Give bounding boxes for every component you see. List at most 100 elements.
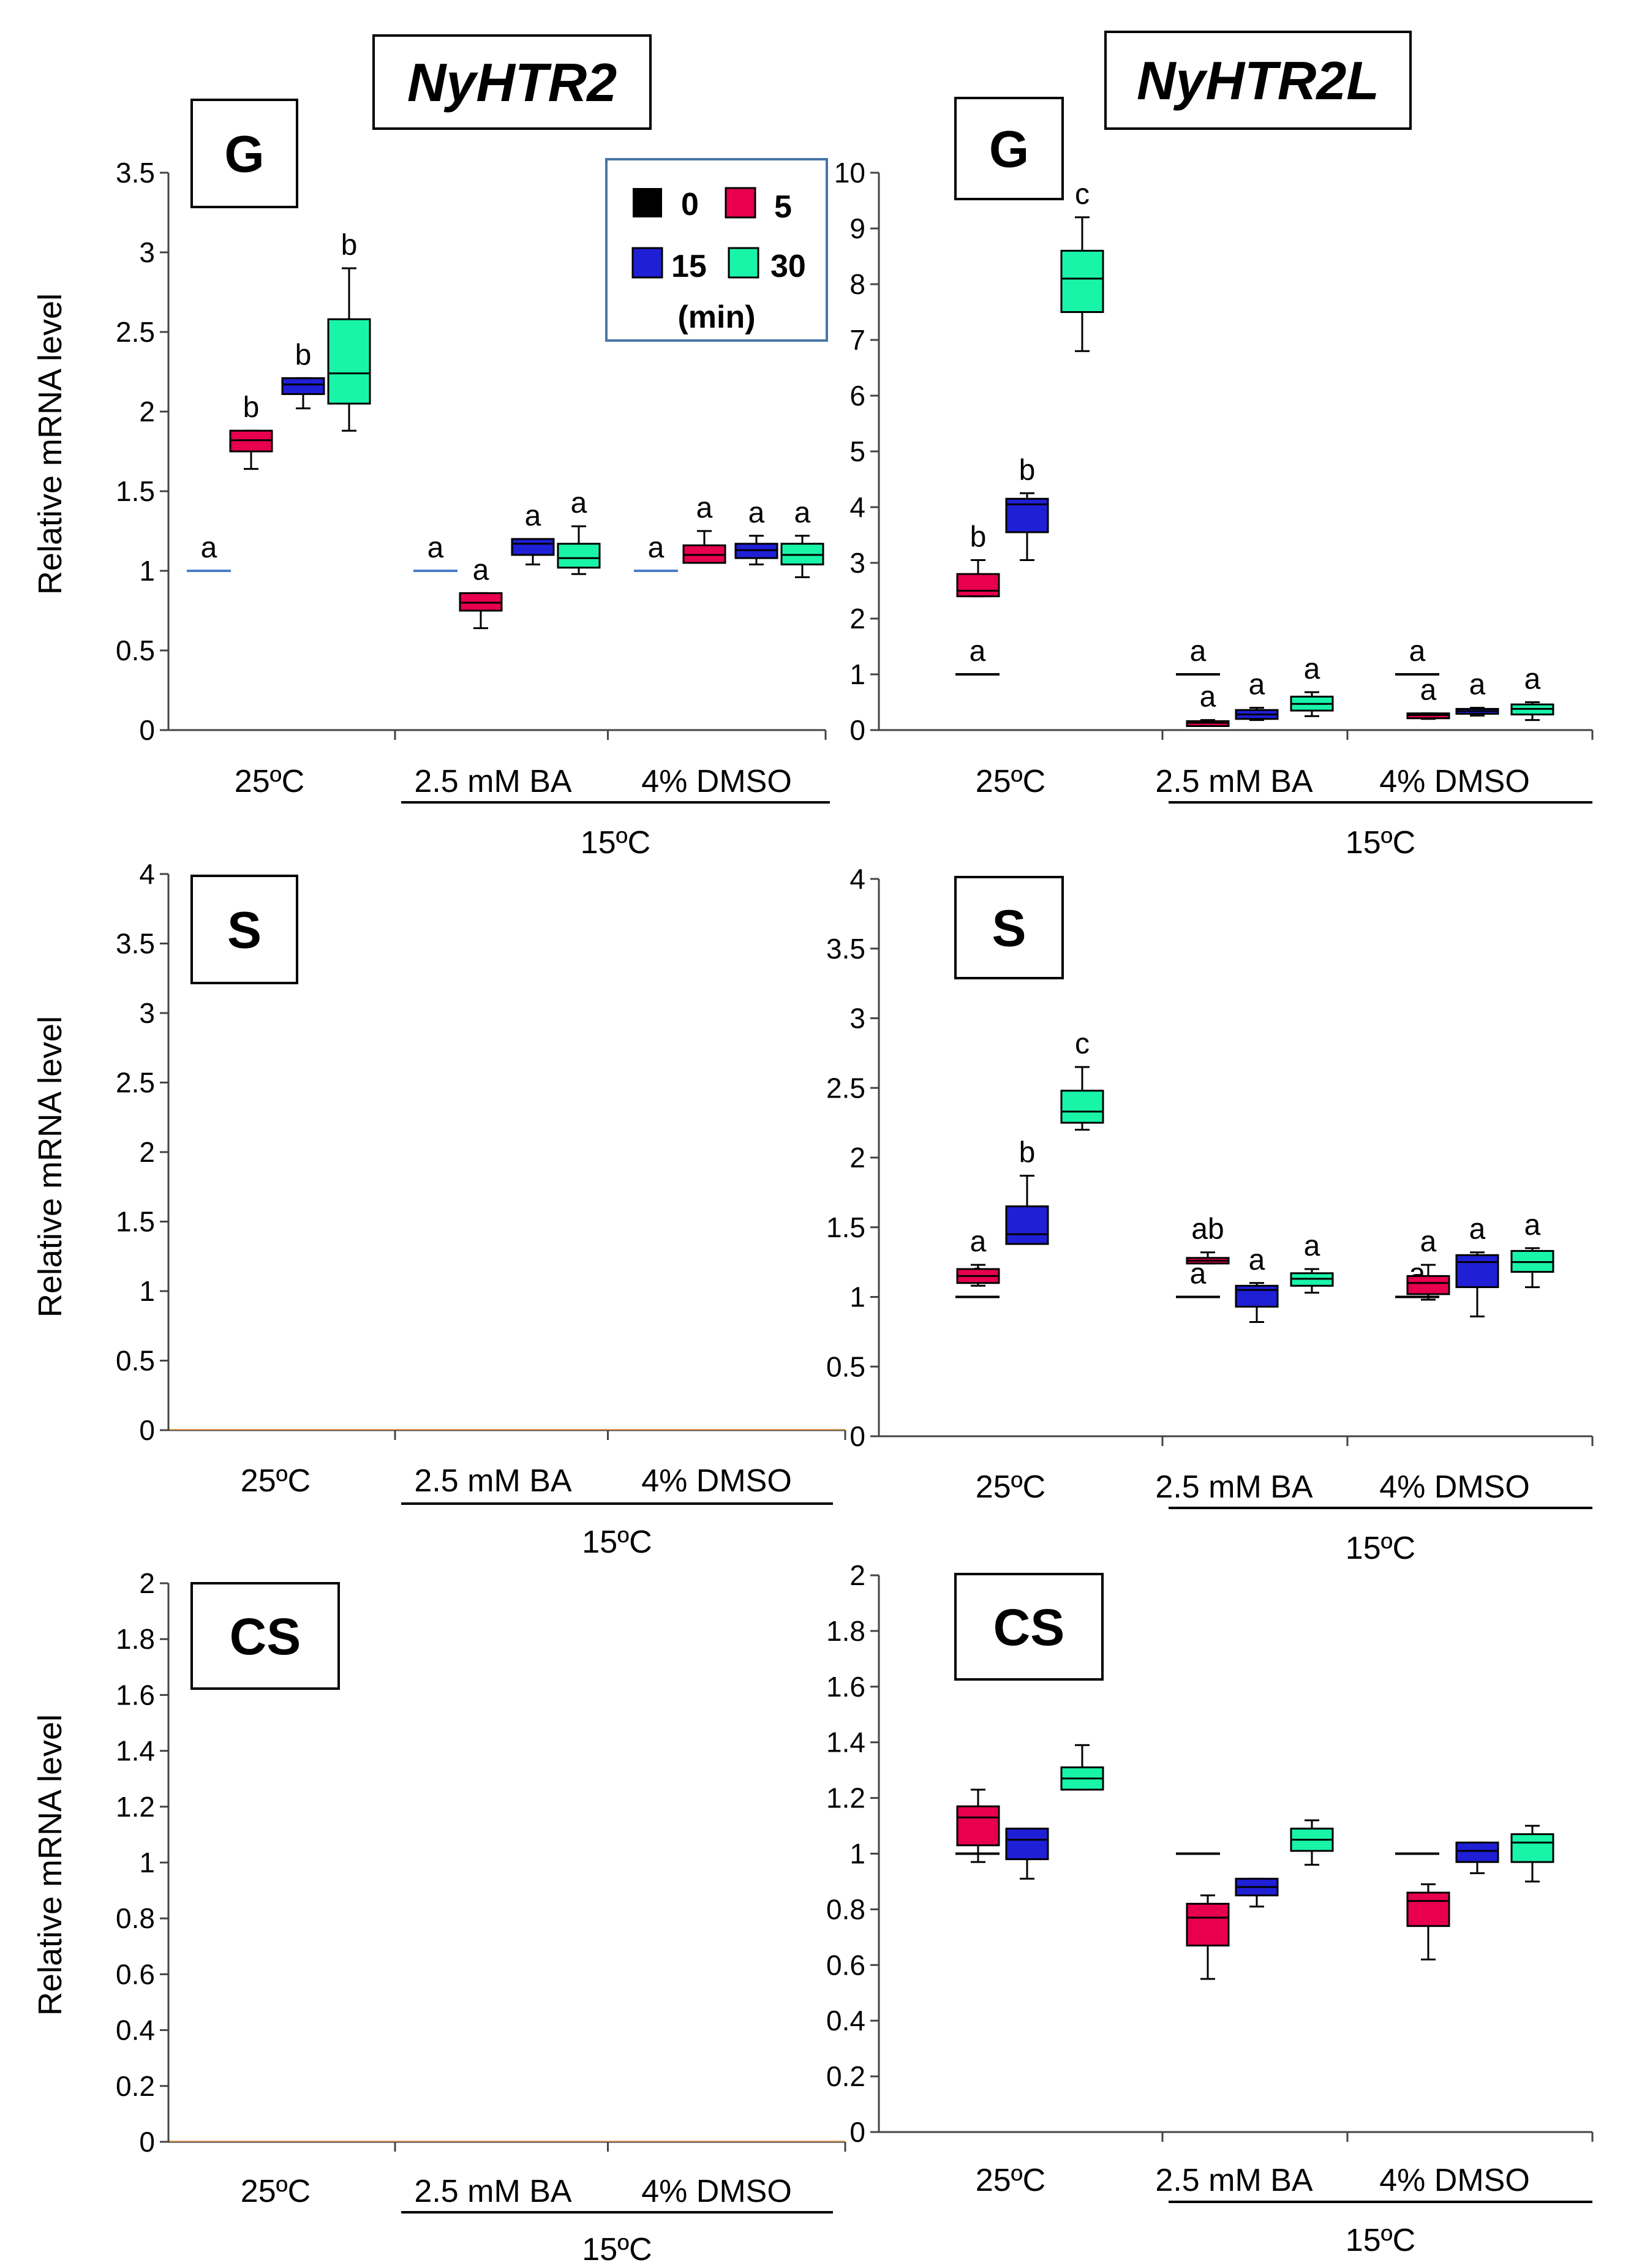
y-axis-label: Relative mRNA level [32,293,69,595]
panel-tag: CS [993,1599,1065,1656]
group-label: 2.5 mM BA [414,764,571,799]
significance-letter: a [1524,1209,1541,1241]
box-30min [1060,249,1104,313]
box-30min [327,318,371,405]
chart-htr2L-CS: 0 0.2 0.4 0.6 0.8 1 1.2 1.4 1.6 1.8 2 25ºC 2.5 mM BA… [826,1559,1594,2258]
legend: 0 5 15 30 (min) [605,158,828,342]
y-tick-label: 1.6 [116,1679,155,1711]
y-tick-label: 0 [849,2116,865,2148]
panel-tag-box [190,99,298,208]
box-15min [1005,1205,1049,1245]
legend-label-5: 5 [774,189,792,225]
y-tick-label: 1 [849,1281,865,1313]
box-30min [1510,1833,1554,1863]
panel-tag: S [992,900,1026,957]
significance-letter: a [1420,1226,1437,1258]
column-title-htr2l-text: NyHTR2L [1137,50,1379,111]
significance-letter: b [295,339,312,371]
legend-swatch-15 [631,247,663,279]
significance-letter: c [1075,178,1090,211]
y-tick-label: 1.5 [116,475,155,507]
significance-letter: a [794,497,811,529]
y-tick-label: 0.5 [116,1345,155,1377]
group-label: 2.5 mM BA [1155,764,1312,799]
significance-letter: a [427,532,444,564]
group-label: 25ºC [976,1469,1045,1505]
y-axis-label: Relative mRNA level [32,1714,69,2016]
significance-letter: b [243,391,260,424]
y-tick-label: 4 [849,863,865,895]
panel-tag: S [227,902,262,959]
y-tick-label: 4 [139,858,155,890]
legend-label-30: 30 [770,249,806,284]
panel-tag-box [190,875,298,984]
significance-letter: b [1019,1137,1036,1169]
significance-letter: a [1304,653,1320,685]
y-tick-label: 2 [849,603,865,635]
significance-letter: a [525,500,541,532]
y-tick-label: 0.8 [826,1893,865,1925]
significance-letter: a [648,532,665,564]
chart-htr2L-G: 0 1 2 3 4 5 6 7 8 9 10 25ºC 2.5 mM BA 4% DMSO 15ºC Ga b b… [834,97,1594,861]
y-tick-label: 3 [849,1003,865,1034]
significance-letter: a [201,532,217,564]
chart-htr2-G: 0 0.5 1 1.5 2 2.5 3 3.5 Relative mRNA level 25ºC 2… [32,99,830,861]
box-5min [1406,1891,1450,1927]
box-5min [1186,1902,1230,1946]
significance-letter: a [748,497,765,529]
y-tick-label: 2.5 [116,316,155,348]
significance-letter: b [341,229,358,262]
y-tick-label: 1.4 [826,1727,865,1758]
chart-htr2L-S: 0 0.5 1 1.5 2 2.5 3 3.5 4 25ºC 2.5 mM BA 4% DMSO 15º… [826,863,1594,1566]
y-tick-label: 3.5 [116,157,155,189]
significance-letter: ab [1191,1213,1224,1246]
y-tick-label: 3.5 [826,933,865,965]
group-label: 4% DMSO [641,764,792,799]
significance-letter: a [1524,663,1541,696]
y-tick-label: 0.5 [116,635,155,666]
y-tick-label: 1.6 [826,1671,865,1703]
box-15min [1005,1828,1049,1861]
group-label: 4% DMSO [1379,2163,1530,2198]
y-tick-label: 0 [849,714,865,746]
group-label: 2.5 mM BA [414,1463,571,1499]
legend-swatch-5 [725,187,756,219]
panel-tag-box [190,1582,340,1690]
significance-letter: a [1304,1230,1320,1262]
group-label: 4% DMSO [641,2174,792,2209]
y-tick-label: 9 [849,213,865,244]
column-title-htr2l: NyHTR2L [1104,31,1412,130]
panel-tag: CS [230,1608,301,1665]
y-tick-label: 0.8 [116,1902,155,1934]
y-tick-label: 0 [849,1420,865,1452]
y-tick-label: 2 [139,1567,155,1599]
group-label: 4% DMSO [641,1463,792,1499]
y-tick-label: 0 [139,2126,155,2158]
significance-letter: a [970,635,986,668]
y-tick-label: 0 [139,1414,155,1446]
y-tick-label: 6 [849,380,865,412]
significance-letter: a [1420,674,1437,707]
y-tick-label: 1 [139,1275,155,1307]
y-tick-label: 1.2 [826,1782,865,1814]
y-tick-label: 3 [139,997,155,1029]
y-tick-label: 1.8 [116,1623,155,1655]
box-15min [1455,1841,1499,1863]
y-tick-label: 4 [849,491,865,523]
y-tick-label: 0.2 [116,2070,155,2102]
y-tick-label: 1 [849,1838,865,1870]
group-label: 4% DMSO [1379,1469,1530,1505]
y-tick-label: 0.4 [826,2005,865,2036]
panel-tag: G [989,121,1029,178]
legend-swatch-0 [633,188,662,217]
significance-letter: a [473,554,489,586]
group-label: 25ºC [976,2163,1045,2198]
significance-letter: b [970,521,987,553]
group-label: 25ºC [241,2174,311,2209]
y-tick-label: 2.5 [116,1067,155,1099]
y-tick-label: 0.6 [826,1949,865,1981]
y-tick-label: 1.8 [826,1615,865,1647]
charts-layer: 0 0.5 1 1.5 2 2.5 3 3.5 Relative mRNA level 25ºC 2… [32,97,1594,2267]
box-15min [281,377,325,395]
significance-letter: a [1190,635,1207,668]
